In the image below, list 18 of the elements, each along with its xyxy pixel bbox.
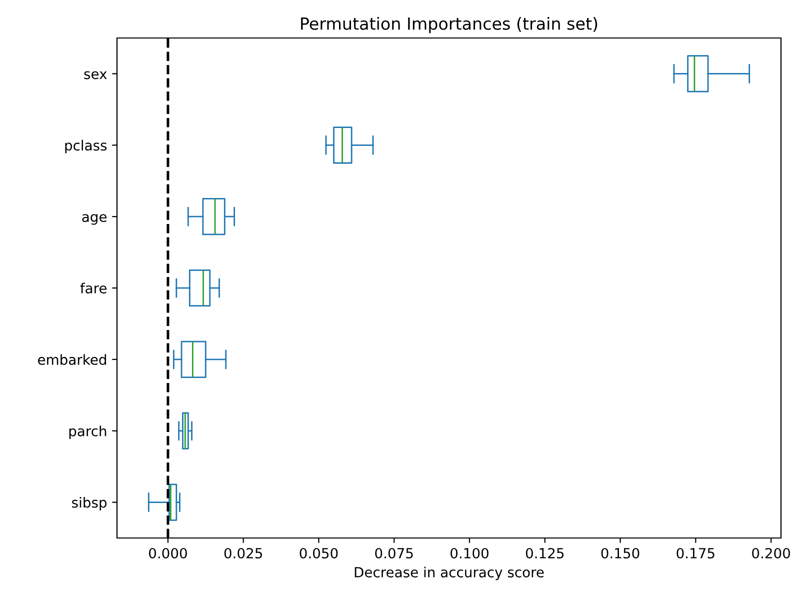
- x-tick-label: 0.025: [224, 548, 262, 558]
- y-tick-label: pclass: [65, 140, 107, 154]
- x-tick-label: 0.000: [148, 548, 187, 558]
- x-tick-label: 0.075: [375, 548, 413, 558]
- y-tick-label: fare: [80, 282, 107, 294]
- y-tick-label: parch: [69, 426, 106, 440]
- y-tick-label: sibsp: [72, 497, 107, 510]
- chart-title: Permutation Importances (train set): [301, 17, 598, 34]
- x-tick-label: 0.200: [752, 548, 790, 558]
- x-axis-title: Decrease in accuracy score: [354, 566, 544, 580]
- y-tick-label: age: [82, 214, 107, 225]
- x-tick-label: 0.100: [450, 548, 488, 558]
- x-tick-label: 0.050: [300, 548, 338, 558]
- x-tick-label: 0.125: [526, 548, 564, 558]
- x-tick-label: 0.150: [601, 548, 640, 558]
- y-tick-label: sex: [84, 71, 107, 80]
- x-tick-label: 0.175: [676, 548, 714, 558]
- y-tick-label: embarked: [38, 354, 106, 365]
